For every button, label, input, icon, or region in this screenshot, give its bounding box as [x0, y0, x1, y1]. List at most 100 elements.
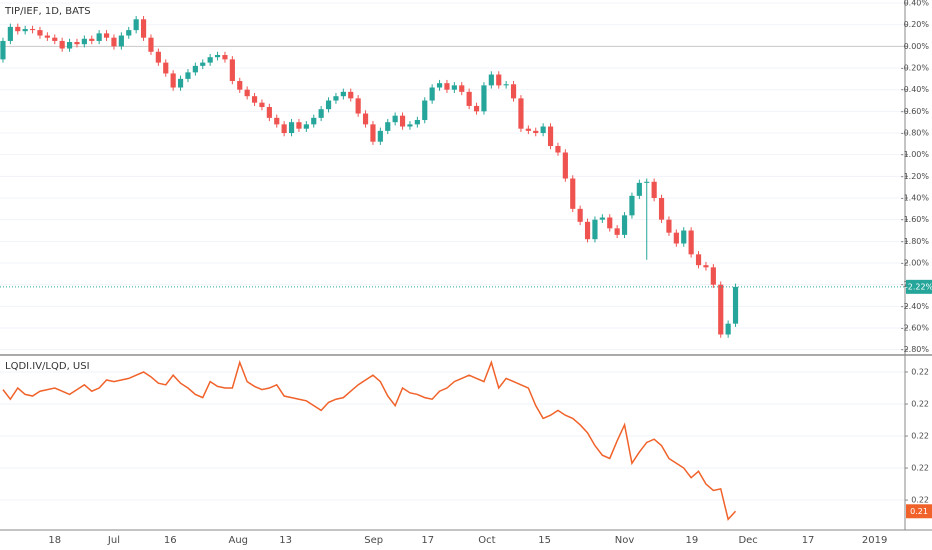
candle-body [281, 124, 287, 134]
x-tick-label: 17 [421, 535, 434, 546]
candle-body [126, 30, 132, 36]
y-tick-label: -1.20% [901, 172, 930, 181]
last-value-label: 0.21 [910, 507, 928, 516]
candle-body [577, 208, 583, 222]
y-tick-label: 0.00% [904, 42, 930, 51]
x-tick-label: Sep [364, 535, 383, 546]
candle-body [444, 83, 450, 90]
x-tick-label: 16 [164, 535, 177, 546]
candle-body [89, 38, 95, 41]
candle-body [422, 100, 428, 121]
y-tick-label: 0.22 [911, 400, 929, 409]
candle-body [266, 107, 272, 118]
candle-body [29, 29, 36, 31]
candle-body [251, 96, 258, 103]
candle-body [348, 91, 354, 99]
candle-body [570, 178, 576, 209]
candle-body [644, 181, 650, 183]
candle-body [599, 217, 605, 220]
y-tick-label: 0.40% [904, 0, 930, 8]
candle-body [540, 126, 546, 134]
candle-body [222, 55, 228, 60]
candle-body [651, 181, 657, 199]
pane-title: TIP/IEF, 1D, BATS [4, 6, 91, 17]
candle-body [732, 286, 739, 324]
candle-body [66, 42, 73, 49]
candle-body [274, 117, 280, 125]
candle-body [103, 33, 110, 38]
candle-body [592, 219, 598, 240]
last-value-tag [906, 504, 932, 519]
candle-body [607, 217, 613, 229]
candle-body [407, 124, 413, 127]
candle-body [377, 130, 383, 142]
candle-body [695, 254, 702, 266]
candle-body [614, 228, 620, 235]
marks [0, 16, 905, 521]
candle-body [296, 122, 302, 129]
candle-body [370, 124, 376, 142]
x-tick-label: 17 [802, 535, 815, 546]
candle-body [710, 267, 716, 285]
y-tick-label: -1.80% [901, 237, 930, 246]
x-tick-label: Oct [478, 535, 495, 546]
y-tick-label: -2.60% [901, 324, 930, 333]
candle-body [518, 98, 524, 129]
candle-body [148, 37, 154, 52]
candle-body [496, 74, 502, 86]
candle-body [229, 59, 235, 82]
candle-body [155, 51, 161, 63]
candle-body [74, 42, 80, 45]
y-tick-label: -2.80% [901, 345, 930, 354]
candle-body [584, 221, 591, 240]
candle-body [429, 87, 435, 101]
candle-body [459, 85, 465, 92]
y-tick-label: -1.60% [901, 215, 930, 224]
candle-body [7, 26, 13, 41]
candle-body [177, 78, 184, 88]
candle-body [385, 122, 391, 131]
candle-body [96, 33, 102, 41]
last-price-label: -2.22% [905, 282, 932, 291]
candle-body [525, 128, 531, 131]
candle-body [555, 146, 561, 153]
candle-body [666, 219, 672, 233]
candle-body [214, 55, 221, 58]
labels: 18 Jul 16 Aug 13 Sep 17 Oct 15 Nov 19 Dec 17 2019 0.40… [48, 0, 932, 546]
y-tick-label: -1.00% [901, 150, 930, 159]
candle-body [170, 73, 176, 88]
candle-body [163, 62, 169, 74]
y-tick-label: -0.60% [901, 107, 930, 116]
candle-body [703, 265, 709, 268]
y-tick-label: -2.00% [901, 259, 930, 268]
candle-body [59, 40, 65, 49]
candle-body [37, 30, 43, 36]
y-tick-label: 0.22 [911, 432, 929, 441]
x-tick-label: Aug [229, 535, 249, 546]
y-tick-label: -2.40% [901, 302, 930, 311]
candle-body [488, 74, 494, 86]
candle-body [725, 323, 731, 335]
candle-body [451, 85, 457, 90]
candle-body [414, 120, 420, 125]
y-tick-label: -0.80% [901, 129, 930, 138]
candle-body [681, 230, 687, 244]
x-tick-label: 2019 [862, 535, 887, 546]
candle-body [473, 105, 480, 112]
candle-body [547, 126, 554, 147]
candle-body [718, 284, 724, 335]
candle-body [636, 182, 642, 196]
candle-body [288, 122, 295, 134]
candle-body [436, 83, 443, 88]
y-tick-label: 0.22 [911, 368, 929, 377]
candle-body [111, 37, 117, 47]
candle-body [621, 215, 628, 235]
grid [0, 2, 908, 501]
candle-body [15, 26, 21, 32]
candle-body [192, 65, 198, 73]
candle-body [510, 84, 517, 99]
candle-body [303, 124, 309, 129]
candle-body [140, 19, 147, 38]
pane-title: LQDI.IV/LQD, USI [5, 361, 90, 372]
